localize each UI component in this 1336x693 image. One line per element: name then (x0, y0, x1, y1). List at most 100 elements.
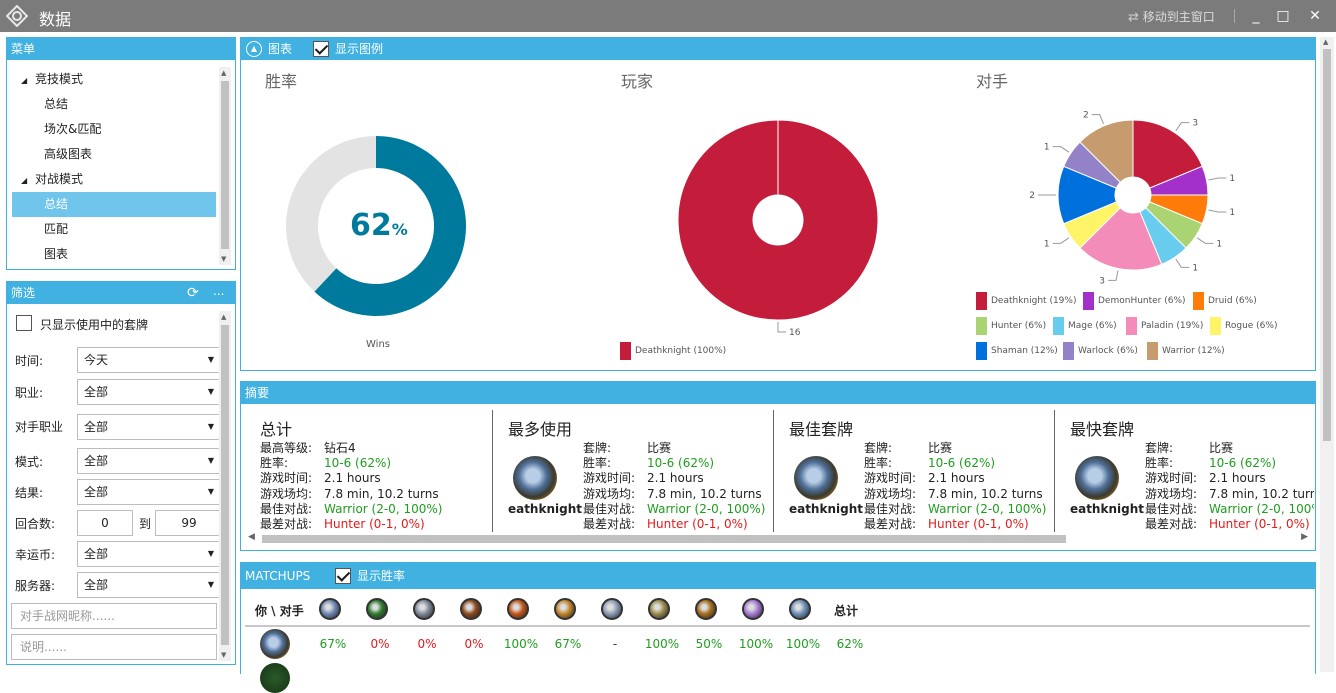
summary-row-key: 最佳对战: (260, 501, 313, 516)
tree-group-casual[interactable]: ◢ 对战模式 (21, 172, 83, 186)
summary-row-key: 套牌: (864, 441, 893, 455)
warlock-icon (742, 598, 764, 620)
maximize-button[interactable]: □ (1276, 8, 1290, 24)
summary-row: 最佳对战: Warrior (2-0, 100%) (260, 502, 442, 517)
collapse-icon[interactable]: ▲ (246, 41, 262, 57)
filter-panel: 筛选 ⟳ ... 只显示使用中的套牌 时间: 今天 ▼ 职业: 全部 ▼ 对手职业 … (6, 281, 236, 665)
scroll-right-icon[interactable]: ▶ (1301, 532, 1308, 542)
dropdown-arrow-icon: ▼ (207, 355, 214, 364)
matchups-total-header: 总计 (834, 604, 859, 618)
summary-row-key: 最佳对战: (1145, 501, 1198, 516)
refresh-icon[interactable]: ⟳ (187, 285, 199, 301)
legend-swatch (1193, 292, 1204, 310)
deck-class-name: Deathknight (508, 502, 582, 516)
scroll-left-icon[interactable]: ◀ (248, 532, 255, 542)
summary-divider (492, 410, 493, 532)
expand-arrow-icon: ◢ (21, 176, 28, 185)
data-label-leader (1208, 177, 1227, 181)
menu-item-ranked-summary[interactable]: 总结 (44, 97, 69, 111)
summary-hscrollbar[interactable]: ◀ ▶ (248, 532, 1308, 545)
only-active-decks-checkbox[interactable] (16, 315, 32, 331)
class-label: 职业: (15, 386, 44, 400)
class-select[interactable]: 全部 ▼ (77, 379, 223, 405)
summary-row: 游戏时间: 2.1 hours (583, 471, 704, 486)
opponent-name-input[interactable]: 对手战网昵称...... (11, 603, 217, 629)
matchups-header-divider (245, 625, 1310, 627)
summary-row: 最差对战: Hunter (0-1, 0%) (583, 517, 748, 532)
menu-item-ranked-matches[interactable]: 场次&匹配 (44, 122, 102, 136)
turns-label: 回合数: (15, 517, 56, 531)
menu-item-casual-charts[interactable]: 图表 (44, 247, 69, 261)
summary-row: 最差对战: Hunter (0-1, 0%) (864, 517, 1029, 532)
menu-item-casual-matches[interactable]: 匹配 (44, 222, 69, 236)
turns-from-input[interactable]: 0 (77, 510, 133, 536)
summary-row-key: 最差对战: (864, 517, 917, 531)
deathknight-icon (319, 598, 341, 620)
deathknight-icon (794, 456, 838, 500)
summary-row: 套牌: 比赛 (1145, 441, 1233, 456)
menu-scrollbar[interactable]: ▲ ▼ (219, 67, 231, 265)
summary-panel: 摘要 (240, 381, 1316, 551)
legend-label: Deathknight (19%) (991, 296, 1077, 306)
scroll-up-icon[interactable]: ▲ (221, 313, 227, 321)
summary-card-title: 最多使用 (508, 420, 573, 439)
minimize-button[interactable]: _ (1252, 8, 1260, 24)
mode-select[interactable]: 全部 ▼ (77, 448, 223, 474)
deck-class-name: Deathknight (789, 502, 863, 516)
summary-row: 最差对战: Hunter (0-1, 0%) (260, 517, 425, 532)
data-label-leader (1108, 270, 1119, 281)
filter-scrollbar[interactable]: ▲ ▼ (219, 311, 231, 661)
summary-row: 套牌: 比赛 (864, 441, 952, 456)
main-scroll-thumb[interactable] (1323, 49, 1331, 441)
more-options-button[interactable]: ... (213, 284, 225, 298)
data-label-leader (1091, 114, 1104, 125)
summary-row-value: 7.8 min, 10.2 turns (647, 486, 762, 501)
summary-row-value: Warrior (2-0, 100%) (647, 501, 766, 516)
turns-to-input[interactable]: 99 (155, 510, 223, 536)
summary-row-key: 游戏场均: (864, 486, 917, 501)
note-input[interactable]: 说明...... (11, 634, 217, 660)
pie-slice-deathknight (1132, 119, 1203, 189)
shaman-icon (695, 598, 717, 620)
pie-slice-losses (285, 136, 376, 292)
show-legend-checkbox[interactable] (313, 41, 329, 57)
legend-label: Paladin (19%) (1141, 321, 1204, 331)
opp-class-select[interactable]: 全部 ▼ (77, 414, 223, 440)
show-winrate-label: 显示胜率 (357, 569, 406, 583)
time-select[interactable]: 今天 ▼ (77, 347, 223, 373)
legend-swatch (976, 342, 987, 360)
scroll-up-icon[interactable]: ▲ (1323, 38, 1329, 46)
deathknight-icon (1075, 456, 1119, 500)
data-label-leader (1175, 258, 1190, 268)
summary-header: 摘要 (241, 382, 1315, 404)
main-scrollbar[interactable]: ▲ (1320, 37, 1334, 672)
summary-scroll-thumb[interactable] (262, 535, 1066, 543)
data-label: 1 (1229, 208, 1235, 218)
scroll-down-icon[interactable]: ▼ (221, 255, 227, 263)
dropdown-arrow-icon: ▼ (207, 487, 214, 496)
scroll-down-icon[interactable]: ▼ (221, 651, 227, 659)
summary-row: 胜率: 10-6 (62%) (864, 456, 995, 471)
mage-icon (507, 598, 529, 620)
deck-class-name: Deathknight (1070, 502, 1144, 516)
pie-slice-wins (314, 136, 466, 316)
matchup-winrate-cell: 50% (695, 637, 723, 651)
tree-group-ranked[interactable]: ◢ 竞技模式 (21, 72, 83, 86)
show-winrate-checkbox[interactable] (335, 568, 351, 584)
summary-divider (1054, 410, 1055, 532)
dropdown-arrow-icon: ▼ (207, 387, 214, 396)
server-label: 服务器: (15, 579, 56, 593)
menu-item-casual-summary[interactable]: 总结 (12, 192, 216, 217)
filter-scroll-thumb[interactable] (221, 325, 229, 645)
coin-select[interactable]: 全部 ▼ (77, 541, 223, 567)
menu-item-ranked-charts[interactable]: 高级图表 (44, 147, 93, 161)
menu-scroll-thumb[interactable] (221, 81, 229, 249)
matchups-panel: MATCHUPS 显示胜率 (240, 562, 1316, 674)
close-button[interactable]: ✕ (1309, 8, 1321, 24)
move-to-main-window-button[interactable]: ⇄ 移动到主窗口 (1128, 10, 1215, 25)
result-select[interactable]: 全部 ▼ (77, 479, 223, 505)
only-active-decks-label: 只显示使用中的套牌 (40, 318, 149, 332)
scroll-up-icon[interactable]: ▲ (221, 69, 227, 77)
legend-label: Shaman (12%) (991, 346, 1058, 356)
pie-slice-paladin (1079, 207, 1163, 271)
